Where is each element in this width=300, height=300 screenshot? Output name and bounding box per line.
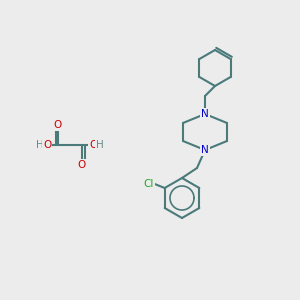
Text: H: H (36, 140, 44, 150)
Text: Cl: Cl (143, 179, 154, 189)
Text: O: O (43, 140, 51, 150)
Text: O: O (78, 160, 86, 170)
Text: O: O (54, 120, 62, 130)
Text: N: N (201, 109, 209, 119)
Text: H: H (96, 140, 104, 150)
Text: N: N (201, 145, 209, 155)
Text: O: O (89, 140, 97, 150)
